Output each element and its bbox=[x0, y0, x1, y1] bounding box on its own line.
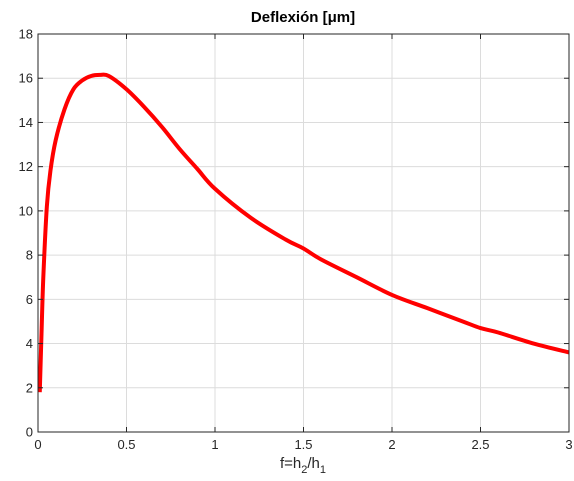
x-tick-label: 2 bbox=[388, 437, 395, 452]
x-tick-label: 0 bbox=[34, 437, 41, 452]
x-axis-label-base1: f=h bbox=[280, 455, 301, 472]
x-axis-label-sub1: 2 bbox=[301, 464, 307, 476]
y-tick-label: 18 bbox=[19, 27, 33, 42]
y-tick-label: 8 bbox=[26, 248, 33, 263]
y-tick-label: 2 bbox=[26, 380, 33, 395]
x-tick-labels: 0 0.5 1 1.5 2 2.5 3 bbox=[34, 437, 572, 452]
y-tick-label: 10 bbox=[19, 203, 33, 218]
x-axis-label: f=h2/h1 bbox=[280, 455, 326, 476]
y-tick-label: 12 bbox=[19, 159, 33, 174]
deflection-series-line bbox=[37, 72, 570, 393]
y-tick-labels: 0 2 4 6 8 10 12 14 16 18 bbox=[19, 27, 33, 440]
x-tick-label: 1.5 bbox=[294, 437, 312, 452]
y-tick-label: 16 bbox=[19, 71, 33, 86]
x-axis-label-slash: /h bbox=[307, 455, 320, 472]
x-axis-label-sub2: 1 bbox=[320, 464, 326, 476]
y-tick-label: 4 bbox=[26, 336, 33, 351]
series-layer bbox=[37, 72, 570, 393]
tick-marks bbox=[37, 33, 570, 433]
chart-title: Deflexión [μm] bbox=[251, 9, 355, 26]
x-tick-label: 3 bbox=[565, 437, 572, 452]
x-tick-label: 2.5 bbox=[471, 437, 489, 452]
y-tick-label: 0 bbox=[26, 425, 33, 440]
x-tick-label: 0.5 bbox=[117, 437, 135, 452]
y-tick-label: 6 bbox=[26, 292, 33, 307]
y-tick-label: 14 bbox=[19, 115, 33, 130]
x-tick-label: 1 bbox=[211, 437, 218, 452]
